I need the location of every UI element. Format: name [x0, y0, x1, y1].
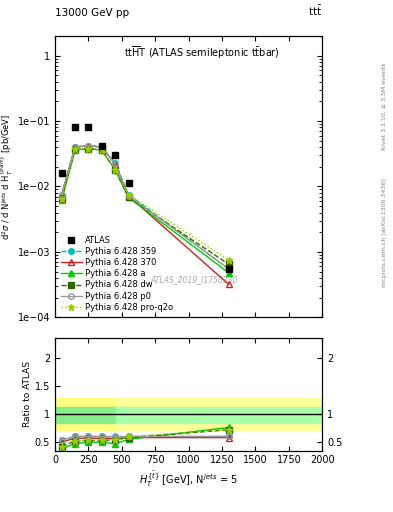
Pythia 6.428 pro-q2o [226, 257, 231, 263]
Line: Pythia 6.428 dw: Pythia 6.428 dw [59, 146, 231, 267]
Pythia 6.428 p0 [226, 266, 231, 272]
Pythia 6.428 a [113, 167, 118, 173]
Line: Pythia 6.428 p0: Pythia 6.428 p0 [59, 143, 231, 272]
Line: Pythia 6.428 a: Pythia 6.428 a [59, 146, 231, 275]
Pythia 6.428 dw [99, 147, 104, 153]
Pythia 6.428 370 [126, 193, 131, 199]
Pythia 6.428 370 [86, 143, 91, 149]
Pythia 6.428 a [86, 145, 91, 152]
Legend: ATLAS, Pythia 6.428 359, Pythia 6.428 370, Pythia 6.428 a, Pythia 6.428 dw, Pyth: ATLAS, Pythia 6.428 359, Pythia 6.428 37… [59, 234, 175, 313]
X-axis label: $H_T^{\{\bar{t}\}}$ [GeV], N$^{jets}$ = 5: $H_T^{\{\bar{t}\}}$ [GeV], N$^{jets}$ = … [139, 470, 238, 489]
Pythia 6.428 370 [226, 281, 231, 287]
Pythia 6.428 p0 [126, 193, 131, 199]
Pythia 6.428 dw [73, 146, 77, 153]
Text: Rivet 3.1.10, ≥ 3.5M events: Rivet 3.1.10, ≥ 3.5M events [382, 62, 387, 150]
ATLAS [86, 124, 91, 131]
Pythia 6.428 p0 [99, 144, 104, 150]
Pythia 6.428 359 [59, 191, 64, 198]
Text: tt$\bar{\mathrm{t}}$: tt$\bar{\mathrm{t}}$ [308, 4, 322, 18]
Pythia 6.428 p0 [86, 143, 91, 149]
Pythia 6.428 dw [113, 167, 118, 173]
Pythia 6.428 pro-q2o [59, 196, 64, 202]
Pythia 6.428 pro-q2o [86, 145, 91, 152]
Pythia 6.428 a [126, 195, 131, 201]
Y-axis label: d$^2\sigma$ / d N$^{jets}$ d H$_T^{\{bar{t}\}}$ [pb/GeV]: d$^2\sigma$ / d N$^{jets}$ d H$_T^{\{bar… [0, 114, 15, 240]
Pythia 6.428 359 [226, 266, 231, 272]
ATLAS [126, 179, 131, 185]
ATLAS [99, 143, 104, 149]
Pythia 6.428 370 [113, 161, 118, 167]
Text: ATLAS_2019_I1750330: ATLAS_2019_I1750330 [150, 274, 238, 284]
Text: mcplots.cern.ch [arXiv:1306.3436]: mcplots.cern.ch [arXiv:1306.3436] [382, 179, 387, 287]
Pythia 6.428 370 [59, 191, 64, 198]
ATLAS [59, 170, 64, 177]
Pythia 6.428 dw [226, 261, 231, 267]
Pythia 6.428 370 [99, 144, 104, 150]
Pythia 6.428 370 [73, 144, 77, 150]
Pythia 6.428 dw [86, 145, 91, 152]
Pythia 6.428 pro-q2o [73, 146, 77, 153]
Pythia 6.428 dw [126, 195, 131, 201]
Pythia 6.428 pro-q2o [113, 167, 118, 173]
Pythia 6.428 p0 [113, 161, 118, 167]
Pythia 6.428 pro-q2o [99, 147, 104, 153]
Line: ATLAS: ATLAS [58, 124, 232, 272]
Pythia 6.428 dw [59, 196, 64, 202]
Text: 13000 GeV pp: 13000 GeV pp [55, 8, 129, 18]
Pythia 6.428 359 [73, 144, 77, 150]
Pythia 6.428 a [73, 147, 77, 153]
Pythia 6.428 p0 [73, 144, 77, 150]
Pythia 6.428 a [59, 197, 64, 203]
Text: tt$\overline{\mathrm{H}}$T (ATLAS semileptonic t$\bar{\mathrm{t}}$bar): tt$\overline{\mathrm{H}}$T (ATLAS semile… [124, 45, 280, 61]
ATLAS [73, 124, 77, 131]
Line: Pythia 6.428 370: Pythia 6.428 370 [59, 143, 231, 287]
Pythia 6.428 pro-q2o [126, 191, 131, 198]
Pythia 6.428 a [99, 147, 104, 153]
Pythia 6.428 359 [99, 144, 104, 150]
ATLAS [226, 266, 231, 272]
Pythia 6.428 p0 [59, 191, 64, 198]
ATLAS [113, 152, 118, 158]
Line: Pythia 6.428 359: Pythia 6.428 359 [59, 143, 231, 272]
Pythia 6.428 359 [126, 191, 131, 198]
Pythia 6.428 359 [113, 160, 118, 166]
Pythia 6.428 359 [86, 143, 91, 149]
Pythia 6.428 a [226, 270, 231, 276]
Y-axis label: Ratio to ATLAS: Ratio to ATLAS [23, 361, 32, 427]
Line: Pythia 6.428 pro-q2o: Pythia 6.428 pro-q2o [58, 145, 232, 264]
